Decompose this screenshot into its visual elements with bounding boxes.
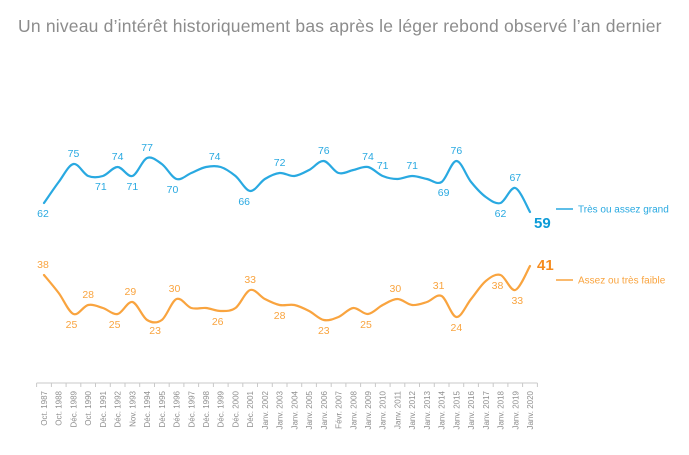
x-axis-label: Janv. 2019 <box>511 390 520 429</box>
value-label: 76 <box>318 145 330 157</box>
value-label: 71 <box>406 160 418 172</box>
value-label: 38 <box>37 259 49 271</box>
x-axis-label: Janv. 2004 <box>290 390 299 429</box>
x-axis-label: Janv. 2016 <box>467 390 476 429</box>
x-axis-label: Oct. 1990 <box>84 390 93 425</box>
x-axis-label: Janv. 2020 <box>526 390 535 429</box>
x-axis-label: Déc. 1991 <box>99 390 108 427</box>
value-label: 74 <box>112 151 124 163</box>
x-axis-label: Janv. 2002 <box>261 390 270 429</box>
final-value-label: 59 <box>534 215 551 232</box>
x-axis-label: Oct. 1988 <box>55 390 64 425</box>
value-label: 77 <box>141 142 153 154</box>
x-axis-label: Déc. 1989 <box>70 390 79 427</box>
value-label: 25 <box>109 319 121 331</box>
x-axis-label: Déc. 1996 <box>173 390 182 427</box>
value-label: 38 <box>492 280 504 292</box>
value-label: 66 <box>238 196 250 208</box>
value-label: 31 <box>433 280 445 292</box>
value-label: 23 <box>149 325 161 337</box>
x-axis-label: Nov. 1993 <box>128 390 137 426</box>
value-label: 33 <box>511 295 523 307</box>
x-axis-label: Janv. 2006 <box>320 390 329 429</box>
x-axis-label: Déc. 1999 <box>217 390 226 427</box>
value-label: 76 <box>451 145 463 157</box>
value-label: 25 <box>66 319 78 331</box>
x-axis-label: Oct. 1987 <box>40 390 49 425</box>
value-label: 75 <box>68 148 80 160</box>
series-line-tres-ou-assez-grand <box>42 156 532 214</box>
value-label: 69 <box>438 187 450 199</box>
x-axis-label: Janv. 2005 <box>305 390 314 429</box>
value-label: 30 <box>169 283 181 295</box>
value-label: 23 <box>318 325 330 337</box>
value-label: 72 <box>274 157 286 169</box>
value-label: 71 <box>95 181 107 193</box>
x-axis-label: Janv. 2003 <box>276 390 285 429</box>
value-label: 71 <box>127 181 139 193</box>
x-axis-label: Déc. 2001 <box>246 390 255 427</box>
x-axis-label: Janv. 2018 <box>497 390 506 429</box>
value-label: 24 <box>451 322 463 334</box>
x-axis-label: Janv. 2008 <box>349 390 358 429</box>
x-axis-label: Janv. 2010 <box>379 390 388 429</box>
value-label: 62 <box>37 208 49 220</box>
value-label: 29 <box>125 286 137 298</box>
value-label: 25 <box>360 319 372 331</box>
legend-label-assez-ou-tres-faible: Assez ou très faible <box>578 276 666 287</box>
value-label: 28 <box>82 289 94 301</box>
final-value-label: 41 <box>537 257 554 274</box>
value-label: 74 <box>209 151 221 163</box>
legend-label-tres-ou-assez-grand: Très ou assez grand <box>578 205 669 216</box>
x-axis-label: Janv. 2009 <box>364 390 373 429</box>
value-label: 28 <box>274 310 286 322</box>
value-label: 67 <box>509 172 521 184</box>
x-axis-label: Janv. 2011 <box>393 390 402 429</box>
value-label: 30 <box>390 283 402 295</box>
x-axis-label: Janv. 2015 <box>452 390 461 429</box>
value-label: 62 <box>495 208 507 220</box>
value-label: 26 <box>212 316 224 328</box>
series-line-assez-ou-tres-faible <box>42 264 532 324</box>
x-axis-label: Janv. 2014 <box>438 390 447 429</box>
x-axis-label: Janv. 2012 <box>408 390 417 429</box>
value-label: 70 <box>167 184 179 196</box>
x-axis-label: Déc. 1997 <box>187 390 196 427</box>
x-axis-label: Janv. 2013 <box>423 390 432 429</box>
value-label: 74 <box>362 151 374 163</box>
x-axis-label: Déc. 1992 <box>114 390 123 427</box>
value-label: 33 <box>244 274 256 286</box>
x-axis-label: Déc. 1998 <box>202 390 211 427</box>
chart-title: Un niveau d’intérêt historiquement bas a… <box>18 16 662 36</box>
x-axis-label: Déc. 1995 <box>158 390 167 427</box>
x-axis-label: Déc. 2000 <box>232 390 241 427</box>
x-axis-label: Déc. 1994 <box>143 390 152 427</box>
x-axis-label: Janv. 2017 <box>482 390 491 429</box>
x-axis-label: Févr. 2007 <box>335 390 344 428</box>
value-label: 71 <box>377 160 389 172</box>
